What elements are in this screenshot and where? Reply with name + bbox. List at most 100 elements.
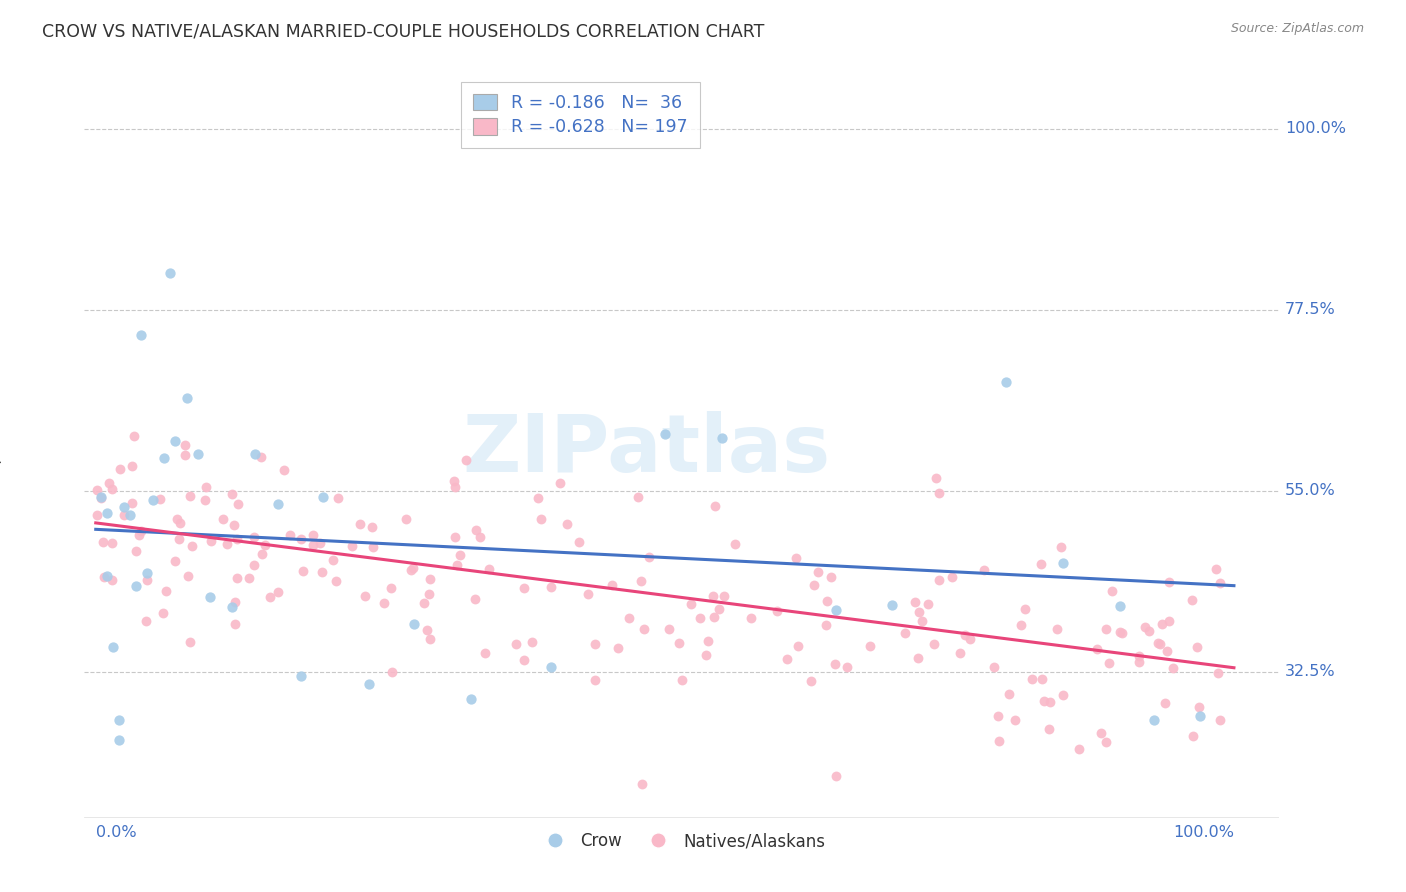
Point: [1101, 584, 1123, 599]
Point: [311, 565, 333, 579]
Point: [953, 628, 976, 642]
Point: [689, 611, 711, 625]
Point: [125, 544, 148, 558]
Point: [1147, 636, 1170, 650]
Point: [1149, 637, 1171, 651]
Point: [527, 491, 550, 505]
Text: ZIPatlas: ZIPatlas: [463, 411, 830, 490]
Point: [253, 538, 276, 552]
Point: [135, 614, 157, 628]
Point: [835, 660, 858, 674]
Point: [1038, 695, 1060, 709]
Point: [995, 375, 1018, 389]
Point: [129, 328, 152, 343]
Point: [710, 431, 733, 445]
Point: [668, 636, 690, 650]
Point: [449, 548, 471, 562]
Point: [1095, 735, 1118, 749]
Point: [824, 657, 846, 671]
Point: [520, 635, 543, 649]
Point: [361, 520, 384, 534]
Point: [1038, 722, 1060, 736]
Point: [619, 611, 641, 625]
Point: [176, 391, 198, 405]
Point: [194, 493, 217, 508]
Point: [1128, 649, 1150, 664]
Point: [1097, 656, 1119, 670]
Point: [342, 539, 364, 553]
Point: [627, 490, 650, 504]
Point: [803, 578, 825, 592]
Point: [354, 589, 377, 603]
Point: [96, 569, 118, 583]
Point: [153, 450, 176, 465]
Point: [177, 569, 200, 583]
Point: [380, 665, 402, 680]
Point: [129, 524, 152, 538]
Point: [250, 450, 273, 464]
Point: [401, 560, 423, 574]
Point: [908, 605, 931, 619]
Point: [416, 623, 439, 637]
Point: [243, 558, 266, 572]
Point: [419, 632, 441, 646]
Point: [413, 596, 436, 610]
Point: [101, 640, 124, 654]
Point: [512, 581, 534, 595]
Point: [1014, 602, 1036, 616]
Text: 32.5%: 32.5%: [1285, 665, 1336, 680]
Point: [179, 635, 201, 649]
Point: [1010, 617, 1032, 632]
Point: [222, 518, 245, 533]
Point: [924, 470, 946, 484]
Point: [973, 564, 995, 578]
Point: [226, 570, 249, 584]
Point: [983, 660, 1005, 674]
Point: [776, 652, 799, 666]
Point: [922, 637, 945, 651]
Point: [1031, 672, 1053, 686]
Point: [703, 610, 725, 624]
Point: [550, 475, 572, 490]
Point: [217, 537, 239, 551]
Point: [101, 482, 124, 496]
Point: [1029, 557, 1052, 571]
Point: [86, 508, 108, 522]
Point: [1152, 617, 1174, 632]
Text: 77.5%: 77.5%: [1285, 302, 1336, 318]
Point: [1050, 540, 1073, 554]
Point: [155, 584, 177, 599]
Point: [443, 474, 465, 488]
Point: [312, 490, 335, 504]
Point: [90, 491, 112, 505]
Point: [724, 537, 747, 551]
Point: [474, 646, 496, 660]
Point: [1004, 713, 1026, 727]
Point: [181, 539, 204, 553]
Point: [882, 598, 904, 612]
Point: [179, 489, 201, 503]
Point: [250, 547, 273, 561]
Point: [419, 572, 441, 586]
Point: [631, 777, 654, 791]
Point: [1143, 713, 1166, 727]
Point: [894, 626, 917, 640]
Point: [949, 646, 972, 660]
Point: [322, 553, 344, 567]
Point: [1085, 642, 1108, 657]
Point: [814, 617, 837, 632]
Point: [273, 463, 295, 477]
Point: [1157, 614, 1180, 628]
Point: [380, 581, 402, 595]
Text: 0.0%: 0.0%: [96, 825, 136, 839]
Point: [785, 551, 807, 566]
Point: [928, 486, 950, 500]
Point: [824, 769, 846, 783]
Point: [124, 580, 146, 594]
Point: [1046, 622, 1069, 636]
Point: [1157, 574, 1180, 589]
Point: [807, 565, 830, 579]
Point: [221, 487, 243, 501]
Point: [169, 516, 191, 531]
Point: [121, 458, 143, 473]
